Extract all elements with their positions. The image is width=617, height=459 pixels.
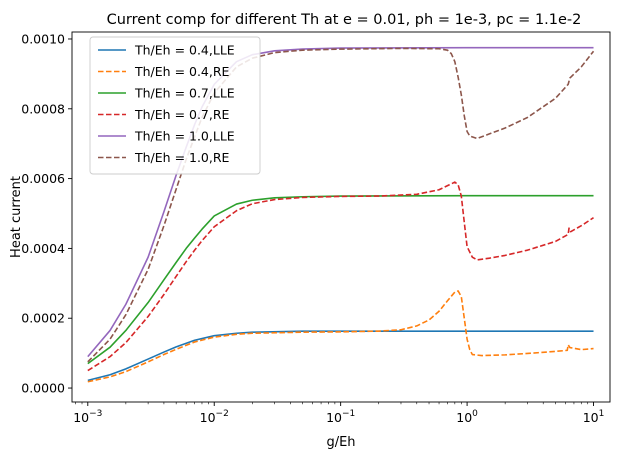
x-axis-label: g/Eh bbox=[326, 435, 355, 450]
y-tick-label: 0.0010 bbox=[21, 31, 65, 46]
x-tick-label: 10−3 bbox=[73, 409, 102, 425]
y-tick-label: 0.0004 bbox=[21, 241, 65, 256]
legend-label: Th/Eh = 1.0,LLE bbox=[134, 129, 235, 144]
axes-frame bbox=[71, 31, 611, 403]
y-axis-label: Heat current bbox=[9, 176, 24, 258]
x-tick-label: 10−1 bbox=[326, 409, 355, 425]
legend-label: Th/Eh = 0.7,RE bbox=[134, 107, 230, 122]
chart-title: Current comp for different Th at e = 0.0… bbox=[107, 12, 582, 28]
legend-label: Th/Eh = 0.7,LLE bbox=[134, 86, 235, 101]
y-axis: 0.0000 0.0002 0.0004 0.0006 0.0008 0.0010 bbox=[21, 31, 72, 396]
series-line bbox=[87, 181, 594, 372]
y-tick-label: 0.0008 bbox=[21, 101, 65, 116]
y-tick-label: 0.0006 bbox=[21, 171, 65, 186]
y-tick-label: 0.0000 bbox=[21, 381, 65, 396]
y-tick-label: 0.0002 bbox=[21, 311, 65, 326]
x-tick-label: 101 bbox=[583, 409, 605, 425]
x-tick-label: 10−2 bbox=[200, 409, 229, 425]
legend: Th/Eh = 0.4,LLE Th/Eh = 0.4,RE Th/Eh = 0.7… bbox=[89, 36, 261, 175]
x-tick-label: 100 bbox=[456, 409, 478, 425]
x-axis: 10−3 10−2 10−1 100 101 bbox=[73, 402, 604, 425]
legend-label: Th/Eh = 0.4,LLE bbox=[134, 43, 235, 58]
legend-box bbox=[89, 36, 261, 175]
legend-label: Th/Eh = 1.0,RE bbox=[134, 150, 230, 165]
series-line bbox=[87, 290, 594, 383]
legend-label: Th/Eh = 0.4,RE bbox=[134, 64, 230, 79]
